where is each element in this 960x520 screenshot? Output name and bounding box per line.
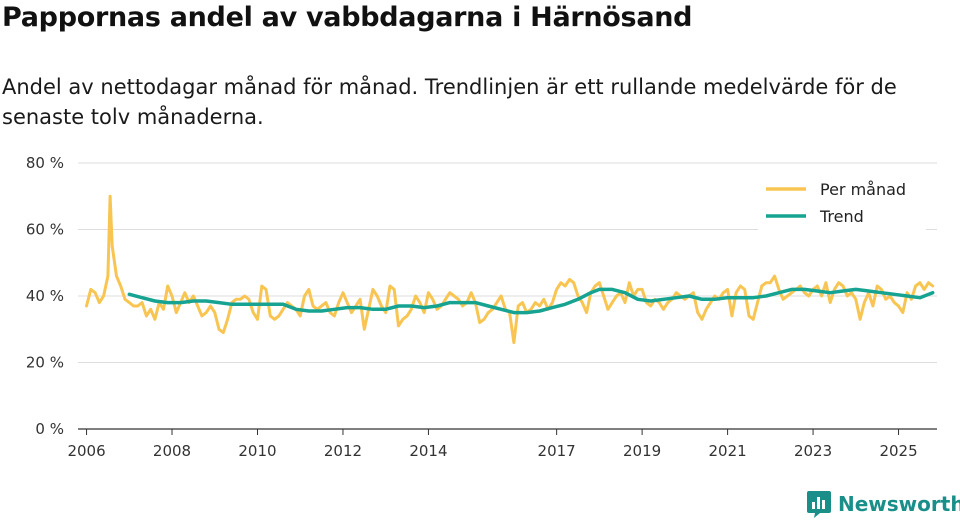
y-tick-label: 20 %	[26, 354, 64, 372]
bar-chart-logo-icon	[807, 491, 831, 518]
x-tick-label: 2025	[879, 442, 917, 460]
x-tick-label: 2023	[794, 442, 832, 460]
trend-series-line	[127, 287, 935, 315]
x-axis-tick-labels: 2006 2008 2010 2012 2014 2017 2019 2021 2023 2025	[67, 429, 918, 460]
y-tick-label: 80 %	[26, 154, 64, 172]
y-axis-tick-labels: 0 % 20 % 40 % 60 % 80 %	[26, 154, 64, 438]
x-tick-label: 2019	[623, 442, 661, 460]
y-tick-label: 0 %	[35, 420, 64, 438]
brand-name: Newsworthy	[838, 492, 960, 516]
x-tick-label: 2010	[238, 442, 276, 460]
x-tick-label: 2021	[708, 442, 746, 460]
newsworthy-logo: Newsworthy	[806, 488, 960, 520]
y-tick-label: 60 %	[26, 221, 64, 239]
x-tick-label: 2014	[409, 442, 447, 460]
x-tick-label: 2006	[67, 442, 105, 460]
series-lines	[85, 194, 935, 345]
x-tick-label: 2017	[538, 442, 576, 460]
legend-background	[758, 174, 926, 232]
x-tick-label: 2012	[324, 442, 362, 460]
legend-label: Trend	[819, 207, 864, 226]
y-tick-label: 40 %	[26, 287, 64, 305]
legend-label: Per månad	[820, 180, 906, 199]
legend: Per månad Trend	[758, 174, 926, 232]
chart-subtitle: Andel av nettodagar månad för månad. Tre…	[2, 75, 897, 129]
chart-title: Pappornas andel av vabbdagarna i Härnösa…	[2, 2, 693, 33]
x-tick-label: 2008	[153, 442, 191, 460]
